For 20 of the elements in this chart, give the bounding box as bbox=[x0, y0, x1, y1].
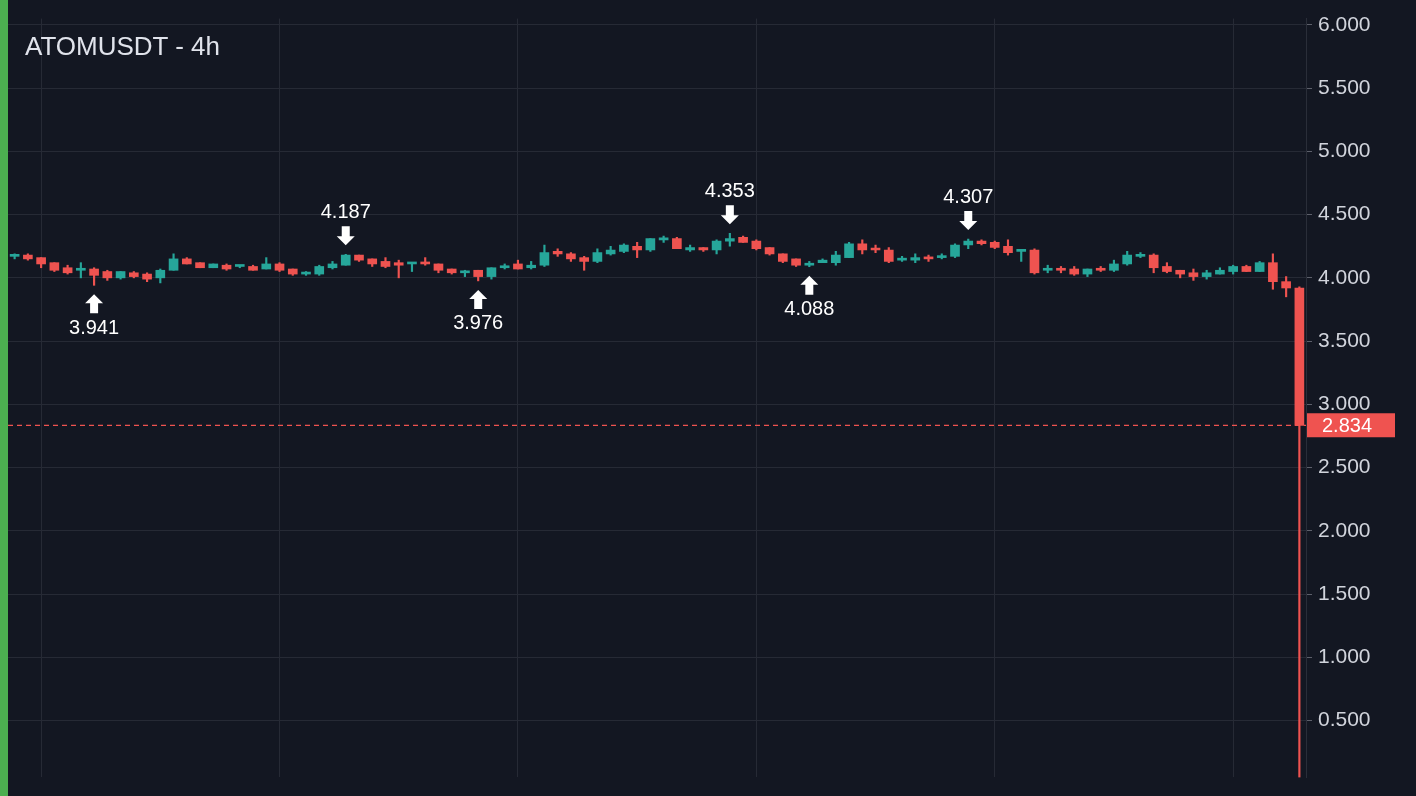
annotation: 4.353 bbox=[704, 178, 755, 201]
y-tick-label: 6.000 bbox=[1318, 11, 1371, 35]
y-tick-label: 2.000 bbox=[1318, 517, 1371, 541]
ref-line-label: 2.834 bbox=[1322, 413, 1373, 436]
y-tick-label: 4.000 bbox=[1318, 264, 1371, 288]
y-tick-label: 0.500 bbox=[1318, 707, 1371, 731]
annotation: 3.976 bbox=[453, 311, 504, 334]
y-tick-label: 4.500 bbox=[1318, 201, 1371, 225]
y-tick-label: 1.500 bbox=[1318, 580, 1371, 604]
y-tick-label: 1.000 bbox=[1318, 644, 1371, 668]
text: ATOMUSDT - 4h bbox=[25, 31, 221, 62]
y-tick-label: 3.500 bbox=[1318, 327, 1371, 351]
y-tick-label: 3.000 bbox=[1318, 391, 1371, 415]
y-tick-label: 5.500 bbox=[1318, 74, 1371, 98]
annotation: 3.941 bbox=[69, 315, 120, 338]
y-tick-label: 5.000 bbox=[1318, 138, 1371, 162]
annotation: 4.307 bbox=[943, 184, 994, 207]
y-tick-label: 2.500 bbox=[1318, 454, 1371, 478]
annotation: 4.088 bbox=[784, 297, 835, 320]
annotation: 4.187 bbox=[320, 199, 371, 222]
